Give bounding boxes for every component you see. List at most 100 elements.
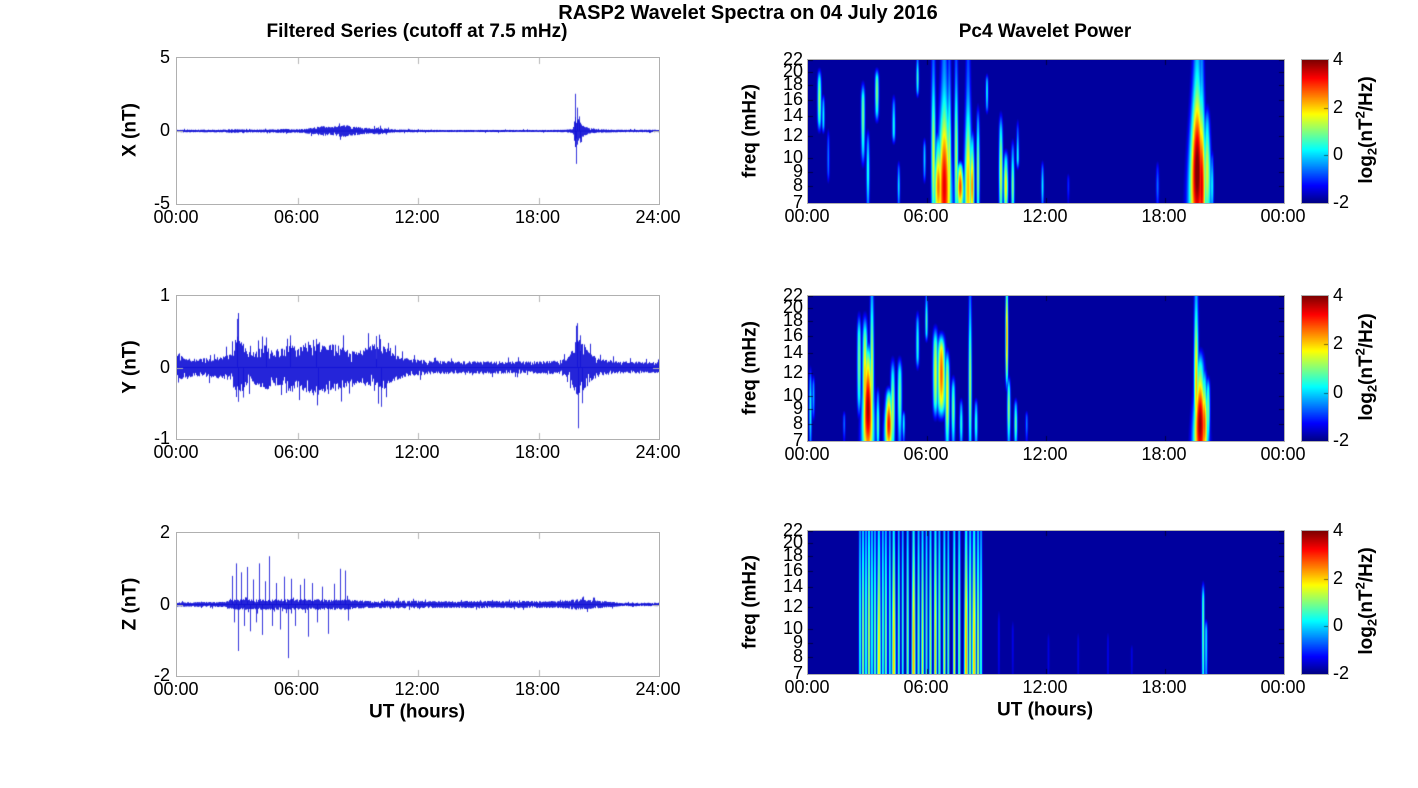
freq-tick-label: 20 bbox=[782, 297, 803, 318]
colorbar-tick-label: 4 bbox=[1333, 520, 1344, 540]
x-tick-label: 00:00 bbox=[784, 677, 830, 697]
y-tick-label: 1 bbox=[159, 285, 170, 305]
y-tick-label: -2 bbox=[153, 665, 170, 685]
x-tick-label: 12:00 bbox=[1022, 206, 1068, 226]
x-tick-label: 00:00 bbox=[153, 207, 199, 227]
freq-tick-label: 10 bbox=[782, 618, 803, 639]
colorbar-label-text: /Hz) bbox=[1355, 547, 1377, 583]
y-axis-label: freq (mHz) bbox=[739, 83, 761, 178]
colorbar-label-text: (nT bbox=[1355, 355, 1377, 385]
x-axis-label: UT (hours) bbox=[996, 699, 1094, 721]
x-tick-label: 18:00 bbox=[514, 207, 561, 227]
colorbar-tick-label: 2 bbox=[1333, 96, 1344, 117]
x-tick-label: 06:00 bbox=[903, 444, 949, 464]
y-tick-label: 5 bbox=[159, 47, 170, 67]
x-tick-label: 06:00 bbox=[273, 207, 320, 227]
colorbar-tick-label: 4 bbox=[1333, 285, 1344, 305]
freq-tick-label: 18 bbox=[782, 310, 803, 331]
x-tick-label: 12:00 bbox=[394, 207, 440, 227]
colorbar-label: log2(nT2/Hz) bbox=[1352, 313, 1379, 420]
colorbar-tick-label: 0 bbox=[1333, 381, 1344, 402]
timeseries-canvas-y bbox=[177, 296, 659, 439]
x-tick-label: 12:00 bbox=[394, 679, 440, 699]
x-tick-label: 00:00 bbox=[153, 442, 199, 462]
y-tick-label: 0 bbox=[159, 593, 170, 614]
x-tick-label: 06:00 bbox=[273, 442, 320, 462]
freq-tick-label: 14 bbox=[782, 105, 803, 126]
right-column-title: Pc4 Wavelet Power bbox=[958, 21, 1132, 42]
colorbar-label-text: (nT bbox=[1355, 589, 1377, 619]
colorbar-label-subscript: 2 bbox=[1364, 147, 1380, 156]
colorbar-tick-label: -2 bbox=[1333, 192, 1350, 212]
colorbar-label-subscript: 2 bbox=[1364, 384, 1380, 393]
freq-tick-label: 9 bbox=[792, 160, 803, 181]
y-tick-label: 0 bbox=[159, 356, 170, 377]
freq-tick-label: 12 bbox=[782, 361, 803, 382]
x-tick-label: 12:00 bbox=[1022, 444, 1068, 464]
x-tick-label: 18:00 bbox=[1141, 444, 1187, 464]
freq-tick-label: 16 bbox=[782, 325, 803, 346]
colorbar-label-text: log bbox=[1355, 626, 1377, 655]
colorbar-label-subscript: 2 bbox=[1364, 618, 1380, 627]
freq-tick-label: 9 bbox=[792, 398, 803, 419]
freq-tick-label: 14 bbox=[782, 342, 803, 363]
freq-tick-label: 12 bbox=[782, 595, 803, 616]
colorbar-tick-label: 0 bbox=[1333, 615, 1344, 636]
y-tick-label: 0 bbox=[159, 120, 170, 140]
freq-tick-label: 16 bbox=[782, 559, 803, 580]
colorbar-label: log2(nT2/Hz) bbox=[1352, 547, 1379, 654]
x-tick-label: 06:00 bbox=[903, 677, 949, 697]
x-tick-label: 00:00 bbox=[784, 444, 830, 464]
colorbar-tick-label: -2 bbox=[1333, 430, 1350, 450]
timeseries-canvas-x bbox=[177, 58, 659, 204]
colorbar-x bbox=[1301, 59, 1329, 204]
colorbar-canvas-y bbox=[1302, 296, 1328, 441]
y-axis-label: Z (nT) bbox=[119, 577, 141, 630]
timeseries-panel-z bbox=[176, 532, 660, 677]
colorbar-canvas-z bbox=[1302, 531, 1328, 674]
freq-tick-label: 20 bbox=[782, 531, 803, 552]
wavelet-canvas-z bbox=[808, 531, 1284, 674]
colorbar-label-text: (nT bbox=[1355, 118, 1377, 148]
y-tick-label: 2 bbox=[159, 522, 170, 542]
freq-tick-label: 10 bbox=[782, 147, 803, 168]
freq-tick-label: 14 bbox=[782, 576, 803, 597]
colorbar-y bbox=[1301, 295, 1329, 442]
colorbar-tick-label: 4 bbox=[1333, 49, 1344, 69]
x-tick-label: 12:00 bbox=[1022, 677, 1068, 697]
freq-tick-label: 8 bbox=[792, 646, 803, 667]
wavelet-canvas-x bbox=[808, 60, 1284, 203]
colorbar-tick-label: 0 bbox=[1333, 144, 1344, 165]
timeseries-panel-y bbox=[176, 295, 660, 440]
colorbar-tick-label: 2 bbox=[1333, 333, 1344, 354]
x-tick-label: 00:00 bbox=[1260, 444, 1306, 464]
wavelet-canvas-y bbox=[808, 296, 1284, 441]
freq-tick-label: 8 bbox=[792, 413, 803, 434]
colorbar-label-text: /Hz) bbox=[1355, 76, 1377, 112]
x-tick-label: 18:00 bbox=[1141, 677, 1187, 697]
colorbar-tick-label: 2 bbox=[1333, 567, 1344, 588]
colorbar-canvas-x bbox=[1302, 60, 1328, 203]
colorbar-label-superscript: 2 bbox=[1352, 111, 1368, 119]
freq-tick-label: 7 bbox=[792, 430, 803, 450]
freq-tick-label: 22 bbox=[782, 285, 803, 305]
x-tick-label: 24:00 bbox=[635, 442, 681, 462]
wavelet-panel-x bbox=[807, 59, 1285, 204]
freq-tick-label: 12 bbox=[782, 124, 803, 145]
freq-tick-label: 22 bbox=[782, 520, 803, 540]
timeseries-canvas-z bbox=[177, 533, 659, 676]
y-tick-label: -1 bbox=[153, 428, 170, 448]
y-axis-label: freq (mHz) bbox=[739, 320, 761, 415]
x-axis-label: UT (hours) bbox=[368, 701, 466, 723]
freq-tick-label: 18 bbox=[782, 74, 803, 95]
y-axis-label: freq (mHz) bbox=[739, 554, 761, 649]
freq-tick-label: 20 bbox=[782, 60, 803, 81]
freq-tick-label: 18 bbox=[782, 545, 803, 566]
colorbar-label-superscript: 2 bbox=[1352, 582, 1368, 590]
x-tick-label: 06:00 bbox=[273, 679, 320, 699]
colorbar-label-superscript: 2 bbox=[1352, 348, 1368, 356]
x-tick-label: 24:00 bbox=[635, 679, 681, 699]
freq-tick-label: 7 bbox=[792, 192, 803, 212]
x-tick-label: 18:00 bbox=[1141, 206, 1187, 226]
